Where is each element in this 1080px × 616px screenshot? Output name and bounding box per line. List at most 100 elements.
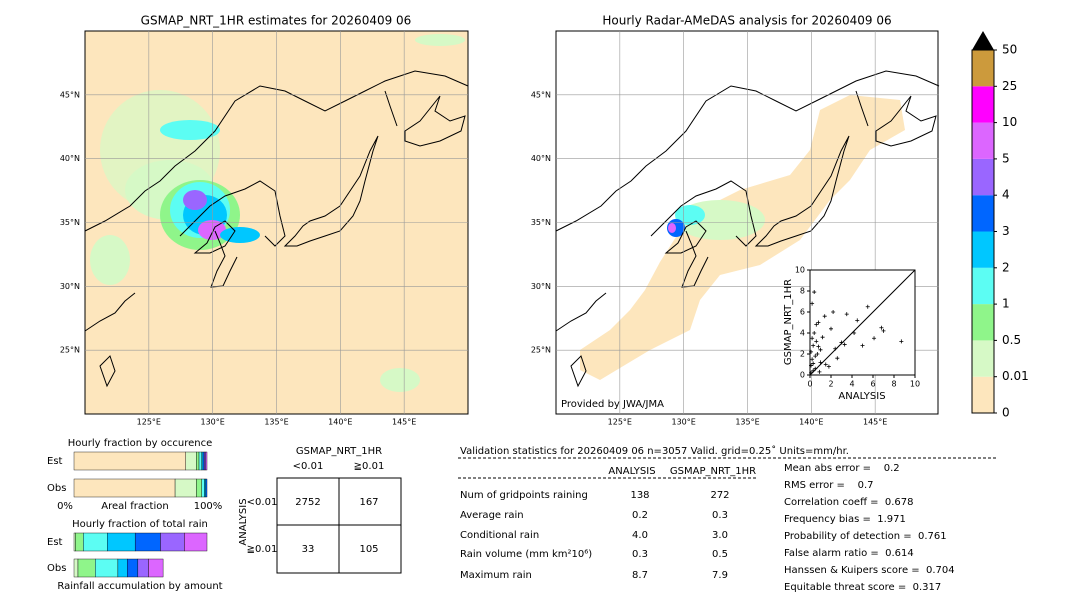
point	[812, 290, 817, 295]
point	[816, 320, 821, 325]
point	[865, 304, 870, 309]
row-label: Obs	[47, 563, 66, 574]
stat-label: Average rain	[460, 510, 524, 521]
stat-value: 4.0	[632, 530, 648, 541]
stat-value: 0.3	[632, 549, 648, 560]
contingency-table: GSMAP_NRT_1HR <0.01 ≧0.01 ANALYSIS <0.01…	[238, 446, 402, 574]
point	[852, 331, 857, 335]
lon-tick-label: 140°E	[328, 418, 352, 427]
stat-value: 0.5	[712, 549, 728, 560]
table-title: GSMAP_NRT_1HR	[296, 446, 382, 457]
stat-value: 8.7	[632, 570, 648, 581]
axis-label: Areal fraction	[101, 501, 168, 512]
y-tick-label: 2	[800, 350, 805, 359]
score: Frequency bias = 1.971	[784, 514, 906, 525]
score: Probability of detection = 0.761	[784, 531, 947, 542]
colorbar-label: 25	[1002, 79, 1017, 93]
axis-label: 0%	[57, 501, 73, 512]
point	[813, 366, 818, 371]
rain-field	[90, 34, 465, 392]
point	[809, 363, 814, 368]
x-tick-label: 2	[828, 380, 833, 389]
rain-field	[675, 205, 705, 225]
lon-tick-label: 140°E	[799, 418, 823, 427]
point	[811, 368, 816, 373]
point	[812, 331, 817, 335]
fraction-segment	[198, 451, 202, 471]
color-bin	[972, 267, 994, 305]
color-bin	[972, 86, 994, 123]
lon-tick-label: 135°E	[264, 418, 288, 427]
lat-tick-label: 35°N	[60, 218, 80, 227]
point	[835, 356, 840, 361]
y-axis-label: GSMAP_NRT_1HR	[783, 279, 794, 365]
colorbar-label: 2	[1002, 260, 1010, 274]
point	[814, 322, 819, 327]
rain-field	[668, 223, 676, 233]
row-title: ANALYSIS	[238, 498, 249, 545]
row-label: <0.01	[247, 497, 278, 508]
stat-label: Num of gridpoints raining	[460, 490, 588, 501]
point	[839, 340, 844, 345]
validation-stats: Validation statistics for 20260409 06 n=…	[458, 445, 996, 593]
fraction-segment	[185, 451, 197, 471]
y-tick-label: 0	[800, 371, 805, 380]
scatter-inset: ANALYSIS GSMAP_NRT_1HR 0 2 4 6 8 10 0 2 4 6 8 10	[783, 266, 920, 403]
row-label: Est	[47, 537, 63, 548]
point	[814, 339, 819, 344]
point	[810, 336, 815, 341]
lon-tick-label: 130°E	[672, 418, 696, 427]
point	[809, 349, 814, 354]
score: Equitable threat score = 0.317	[784, 582, 941, 593]
fraction-segment	[77, 558, 96, 578]
stat-value: 138	[630, 490, 649, 501]
fraction-segment	[107, 532, 136, 552]
fraction-segment	[95, 558, 119, 578]
fraction-segment	[126, 558, 139, 578]
fraction-segment	[75, 532, 84, 552]
fraction-segment	[134, 532, 161, 552]
stat-label: Maximum rain	[460, 570, 532, 581]
x-tick-label: 8	[891, 380, 896, 389]
y-tick-label: 4	[800, 329, 805, 338]
x-tick-label: 10	[910, 380, 920, 389]
fraction-segment	[73, 478, 176, 498]
cell: 167	[359, 497, 378, 508]
point	[860, 343, 865, 348]
point	[822, 314, 827, 319]
col-header: GSMAP_NRT_1HR	[670, 466, 756, 477]
colorbar: 0 0.01 0.5 1 2 3 4 5 10 25 50	[971, 31, 1029, 420]
point	[815, 352, 820, 356]
map-title: GSMAP_NRT_1HR estimates for 20260409 06	[141, 14, 412, 28]
amount-title: Hourly fraction of total rain	[72, 519, 208, 530]
color-bin	[972, 195, 994, 232]
col-label: ≧0.01	[354, 461, 385, 472]
fraction-segment	[117, 558, 128, 578]
fraction-bars: Hourly fraction by occurence 0% Areal fr…	[47, 438, 223, 592]
colorbar-label: 4	[1002, 188, 1010, 202]
lat-tick-label: 30°N	[60, 282, 80, 291]
point	[816, 344, 821, 349]
fraction-segment	[196, 478, 202, 498]
lat-tick-label: 25°N	[531, 346, 551, 355]
lon-tick-label: 125°E	[608, 418, 632, 427]
cell: 33	[302, 544, 315, 555]
point	[829, 326, 833, 331]
row-label: ≧0.01	[247, 544, 278, 555]
credit: Provided by JWA/JMA	[561, 399, 664, 410]
fraction-segment	[160, 532, 185, 552]
color-bin	[972, 158, 994, 196]
point	[831, 310, 836, 314]
score: Mean abs error = 0.2	[784, 463, 900, 474]
left-map: 125°E 130°E 135°E 140°E 145°E 25°N 30°N 35°N 40°…	[60, 14, 469, 427]
x-tick-label: 4	[849, 380, 854, 389]
lon-tick-label: 130°E	[201, 418, 225, 427]
point	[817, 369, 822, 374]
lat-tick-label: 40°N	[531, 154, 551, 163]
color-bin	[972, 340, 994, 377]
col-header: ANALYSIS	[608, 466, 655, 477]
point	[810, 301, 815, 306]
stat-value: 3.0	[712, 530, 728, 541]
stat-value: 0.2	[632, 510, 648, 521]
fraction-segment	[174, 478, 197, 498]
